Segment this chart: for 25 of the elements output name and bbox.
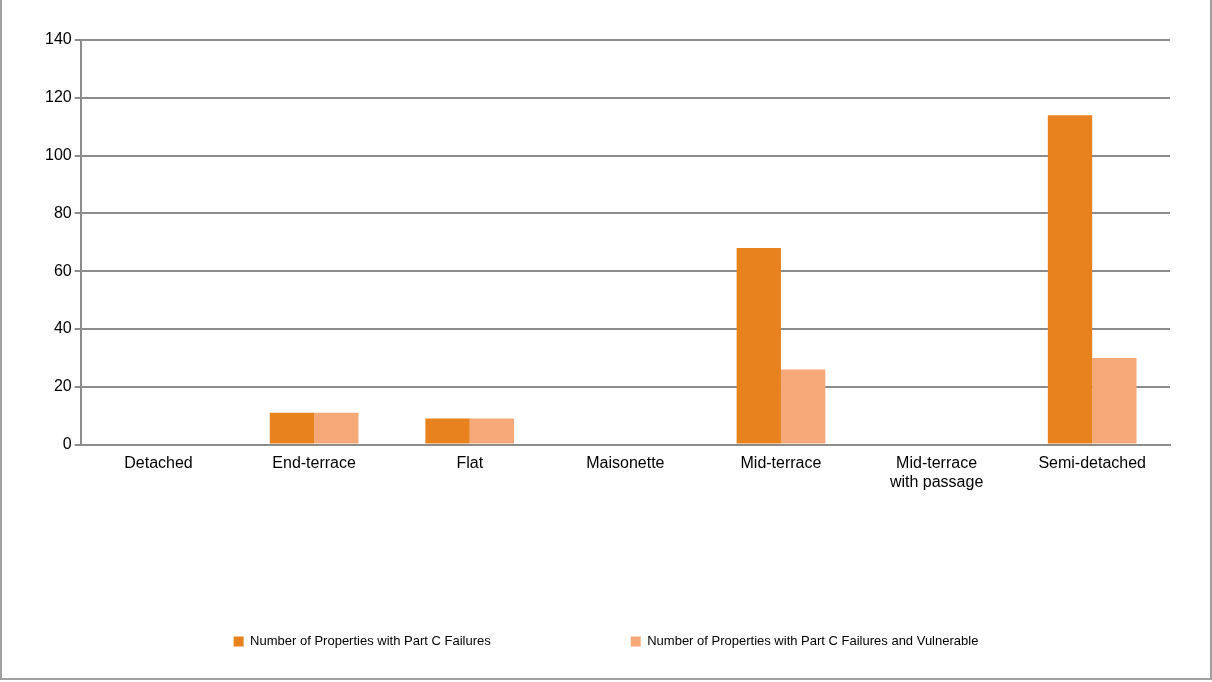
bar — [1047, 115, 1093, 444]
legend-label: Number of Properties with Part C Failures — [250, 633, 492, 649]
y-tick-label: 100 — [44, 146, 72, 164]
bar — [269, 412, 315, 444]
y-tick-label: 20 — [53, 377, 72, 395]
x-tick-label: Mid-terrace — [740, 453, 822, 471]
y-tick-label: 0 — [62, 435, 72, 453]
x-tick-label: End-terrace — [272, 453, 357, 471]
bar — [469, 418, 515, 444]
y-tick-label: 60 — [53, 261, 72, 279]
x-tick-label: Mid-terrace with passage — [888, 453, 984, 490]
bar — [736, 248, 781, 444]
x-tick-label: Semi-detached — [1038, 453, 1147, 471]
bar — [425, 418, 470, 444]
x-tick-label: Maisonette — [586, 453, 665, 471]
legend-label: Number of Properties with Part C Failures and Vulnerable — [647, 633, 979, 649]
bar — [314, 412, 359, 444]
x-tick-label: Flat — [456, 453, 484, 471]
y-tick-label: 40 — [53, 319, 72, 337]
bar — [780, 369, 826, 444]
bar — [1092, 357, 1137, 444]
y-tick-label: 120 — [44, 88, 72, 106]
y-tick-label: 140 — [44, 30, 72, 48]
x-tick-label: Detached — [124, 453, 193, 471]
y-tick-label: 80 — [53, 203, 72, 221]
